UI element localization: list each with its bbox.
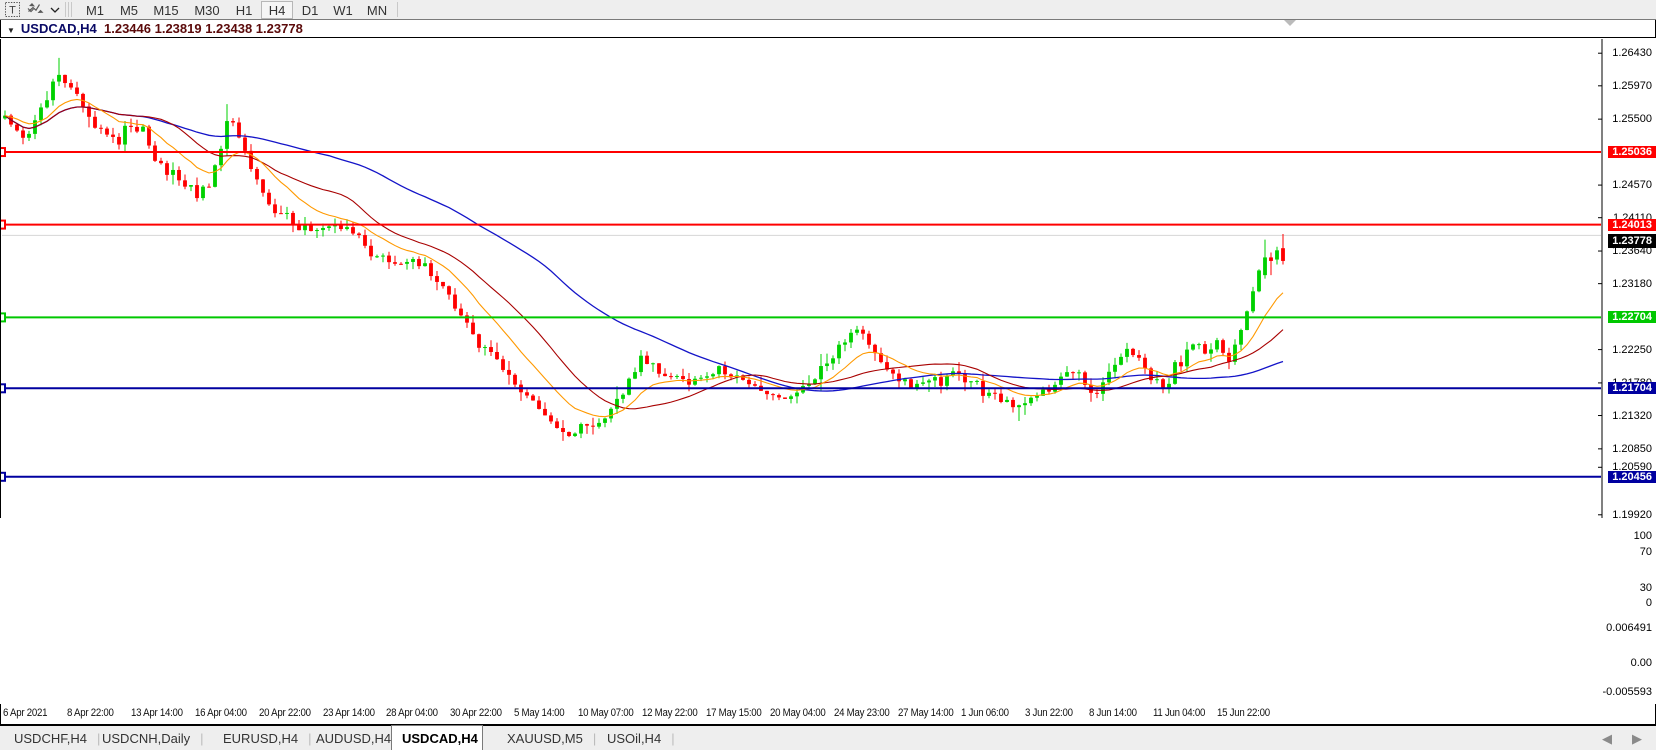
- svg-text:T: T: [9, 5, 16, 17]
